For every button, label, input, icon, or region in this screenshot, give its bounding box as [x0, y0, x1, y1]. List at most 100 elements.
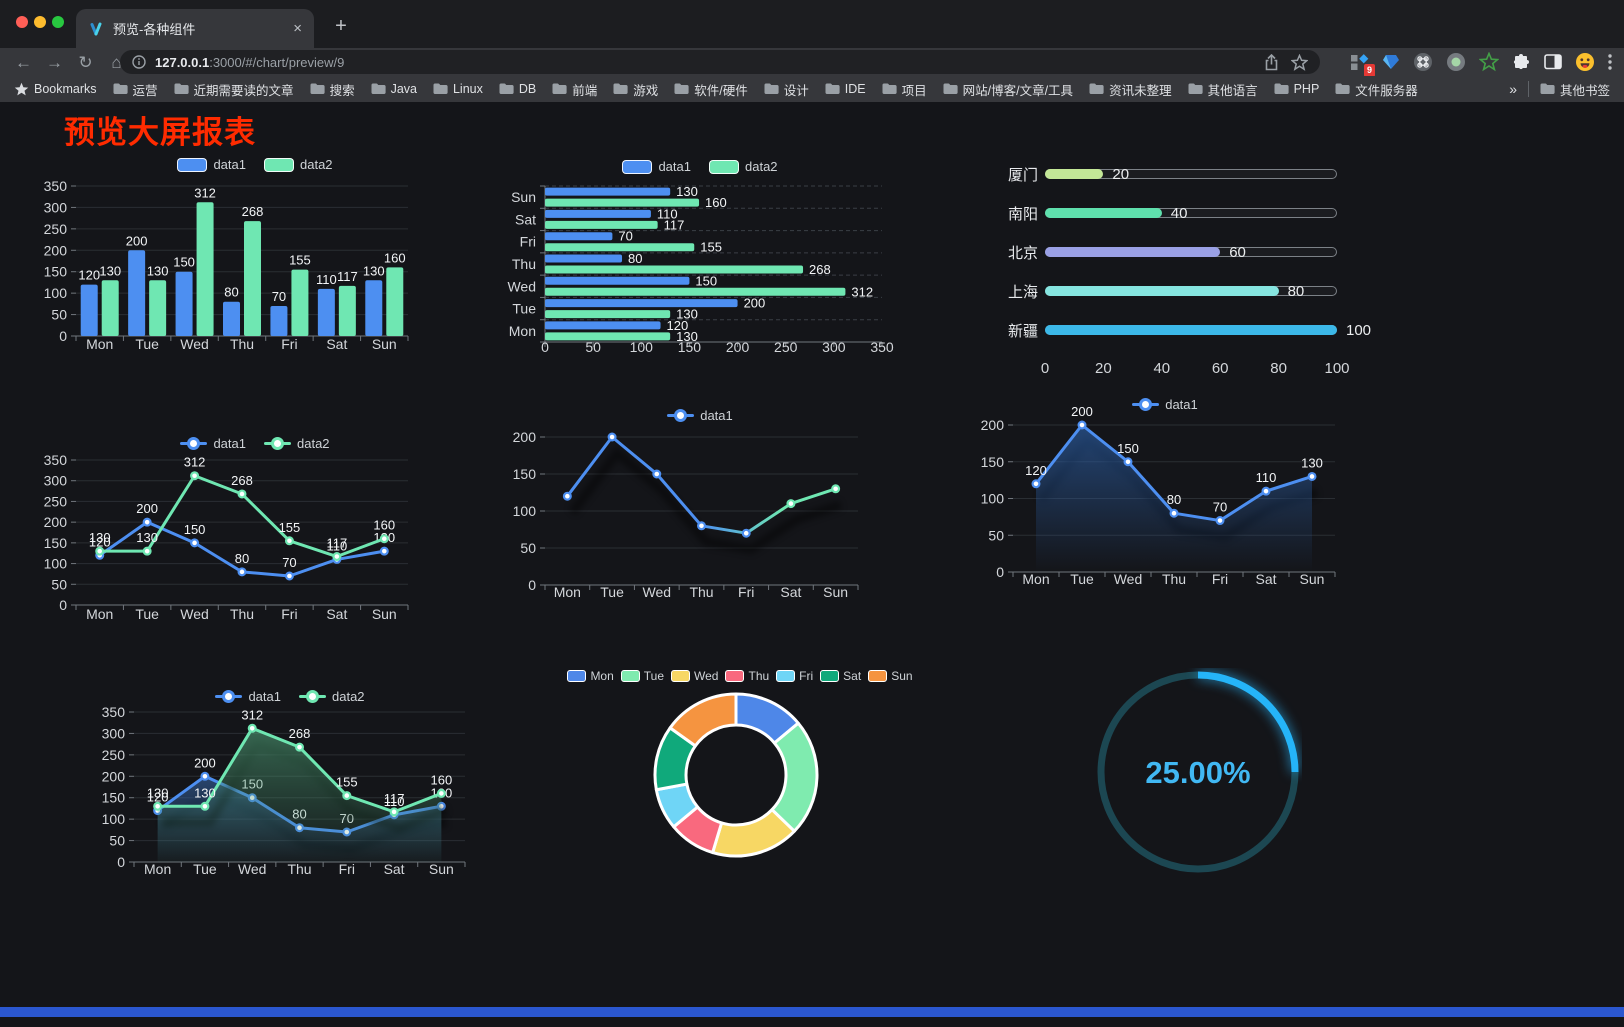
bookmark-folder[interactable]: Linux: [433, 82, 483, 96]
hbar-data1-Thu[interactable]: [545, 254, 623, 263]
hbar-data1-Wed[interactable]: [545, 276, 690, 285]
legend-item-sun[interactable]: Sun: [868, 669, 913, 683]
bar-data1-Fri[interactable]: [270, 306, 288, 336]
point-data1-Fri[interactable]: [284, 571, 294, 581]
bar-data2-Sun[interactable]: [386, 267, 404, 336]
forward-icon[interactable]: →: [46, 52, 63, 72]
bookmarks-manager[interactable]: Bookmarks: [14, 82, 97, 97]
record-extension-icon[interactable]: [1446, 52, 1466, 72]
point-data1-Sun[interactable]: [379, 546, 389, 556]
hbar-data1-Sat[interactable]: [545, 209, 651, 218]
address-bar[interactable]: 127.0.0.1:3000/#/chart/preview/9: [120, 50, 1320, 74]
point-data2-Wed[interactable]: [247, 723, 257, 733]
progress-track[interactable]: 60: [1045, 244, 1337, 261]
bookmark-folder[interactable]: DB: [499, 82, 536, 96]
hbar-data1-Sun[interactable]: [545, 187, 671, 196]
bookmark-folder[interactable]: 资讯未整理: [1089, 80, 1172, 99]
bar-data2-Tue[interactable]: [149, 280, 167, 336]
bar-data2-Sat[interactable]: [338, 285, 356, 336]
gem-extension-icon[interactable]: [1382, 54, 1400, 70]
legend-item-data2[interactable]: data2: [709, 159, 778, 174]
side-panel-icon[interactable]: [1544, 54, 1562, 70]
point-data2-Fri[interactable]: [284, 536, 294, 546]
point-data1-Thu[interactable]: [1169, 508, 1179, 518]
bar-data1-Mon[interactable]: [80, 284, 98, 336]
point-data1-Sat[interactable]: [1261, 486, 1271, 496]
legend-item-data1[interactable]: data1: [622, 159, 691, 174]
home-icon[interactable]: ⌂: [111, 52, 122, 72]
menu-kebab-icon[interactable]: [1608, 54, 1612, 70]
bar-data1-Tue[interactable]: [128, 250, 146, 336]
point-data1-Fri[interactable]: [1215, 516, 1225, 526]
minimize-window-button[interactable]: [34, 16, 46, 28]
hbar-data1-Fri[interactable]: [545, 232, 613, 241]
hbar-data2-Tue[interactable]: [545, 310, 671, 319]
hbar-data1-Tue[interactable]: [545, 299, 738, 308]
point-data2-Sun[interactable]: [379, 534, 389, 544]
back-icon[interactable]: ←: [15, 52, 32, 72]
reload-icon[interactable]: ↻: [78, 52, 93, 72]
point-data1-Thu[interactable]: [697, 521, 707, 531]
command-extension-icon[interactable]: [1413, 52, 1433, 72]
point-data2-Wed[interactable]: [190, 471, 200, 481]
point-data1-Mon[interactable]: [1031, 479, 1041, 489]
bookmarks-overflow-chevron[interactable]: »: [1509, 81, 1517, 97]
legend-item-data2[interactable]: data2: [264, 157, 333, 172]
point-data2-Tue[interactable]: [200, 801, 210, 811]
progress-track[interactable]: 20: [1045, 166, 1337, 183]
bookmark-folder[interactable]: 搜索: [310, 80, 355, 99]
hbar-data2-Thu[interactable]: [545, 265, 804, 274]
info-icon[interactable]: [132, 55, 146, 69]
point-data1-Wed[interactable]: [1123, 457, 1133, 467]
legend-item-data1[interactable]: data1: [180, 436, 246, 451]
browser-tab[interactable]: 预览-各种组件 ×: [76, 9, 314, 48]
bookmark-folder[interactable]: 游戏: [613, 80, 658, 99]
bookmark-folder[interactable]: 设计: [764, 80, 809, 99]
bookmark-folder[interactable]: 网站/博客/文章/工具: [943, 80, 1073, 99]
green-star-extension-icon[interactable]: [1479, 52, 1499, 72]
share-icon[interactable]: [1264, 53, 1279, 71]
point-data1-Mon[interactable]: [562, 491, 572, 501]
profile-avatar-emoji[interactable]: [1575, 52, 1595, 72]
bookmark-folder[interactable]: 文件服务器: [1335, 80, 1418, 99]
new-tab-button[interactable]: +: [335, 14, 347, 37]
legend-item-thu[interactable]: Thu: [725, 669, 769, 683]
bar-data1-Sat[interactable]: [317, 288, 335, 336]
point-data1-Wed[interactable]: [190, 538, 200, 548]
bookmark-folder[interactable]: IDE: [825, 82, 866, 96]
url-text[interactable]: 127.0.0.1:3000/#/chart/preview/9: [155, 54, 345, 70]
other-bookmarks-folder[interactable]: 其他书签: [1540, 80, 1610, 99]
point-data2-Tue[interactable]: [142, 546, 152, 556]
legend-item-data2[interactable]: data2: [299, 689, 365, 704]
hbar-data2-Fri[interactable]: [545, 243, 695, 252]
extensions-puzzle-icon[interactable]: [1512, 53, 1531, 72]
point-data1-Tue[interactable]: [1077, 420, 1087, 430]
bar-data2-Thu[interactable]: [244, 221, 261, 336]
hbar-data2-Wed[interactable]: [545, 287, 846, 296]
point-data1-Sun[interactable]: [831, 484, 841, 494]
bar-data2-Wed[interactable]: [196, 202, 214, 336]
hbar-data1-Mon[interactable]: [545, 321, 661, 330]
point-data1-Sun[interactable]: [1307, 471, 1317, 481]
point-data2-Fri[interactable]: [342, 791, 352, 801]
legend-item-mon[interactable]: Mon: [567, 669, 614, 683]
bar-data2-Mon[interactable]: [101, 280, 119, 336]
point-data2-Mon[interactable]: [95, 546, 105, 556]
bookmark-folder[interactable]: 近期需要读的文章: [174, 80, 294, 99]
point-data2-Sat[interactable]: [389, 807, 399, 817]
point-data1-Tue[interactable]: [142, 517, 152, 527]
bar-data2-Fri[interactable]: [291, 269, 309, 336]
hbar-data2-Sat[interactable]: [545, 220, 658, 229]
close-window-button[interactable]: [16, 16, 28, 28]
bookmark-folder[interactable]: 运营: [113, 80, 158, 99]
bookmark-folder[interactable]: Java: [371, 82, 417, 96]
progress-track[interactable]: 40: [1045, 205, 1337, 222]
hbar-data2-Mon[interactable]: [545, 332, 671, 341]
legend-item-fri[interactable]: Fri: [776, 669, 813, 683]
bar-data1-Sun[interactable]: [365, 280, 383, 336]
legend-item-data1[interactable]: data1: [215, 689, 281, 704]
tiles-extension-icon[interactable]: 9: [1350, 53, 1375, 77]
legend-item-data2[interactable]: data2: [264, 436, 330, 451]
pie-slice-Sun[interactable]: [668, 692, 738, 748]
point-data2-Sat[interactable]: [332, 552, 342, 562]
